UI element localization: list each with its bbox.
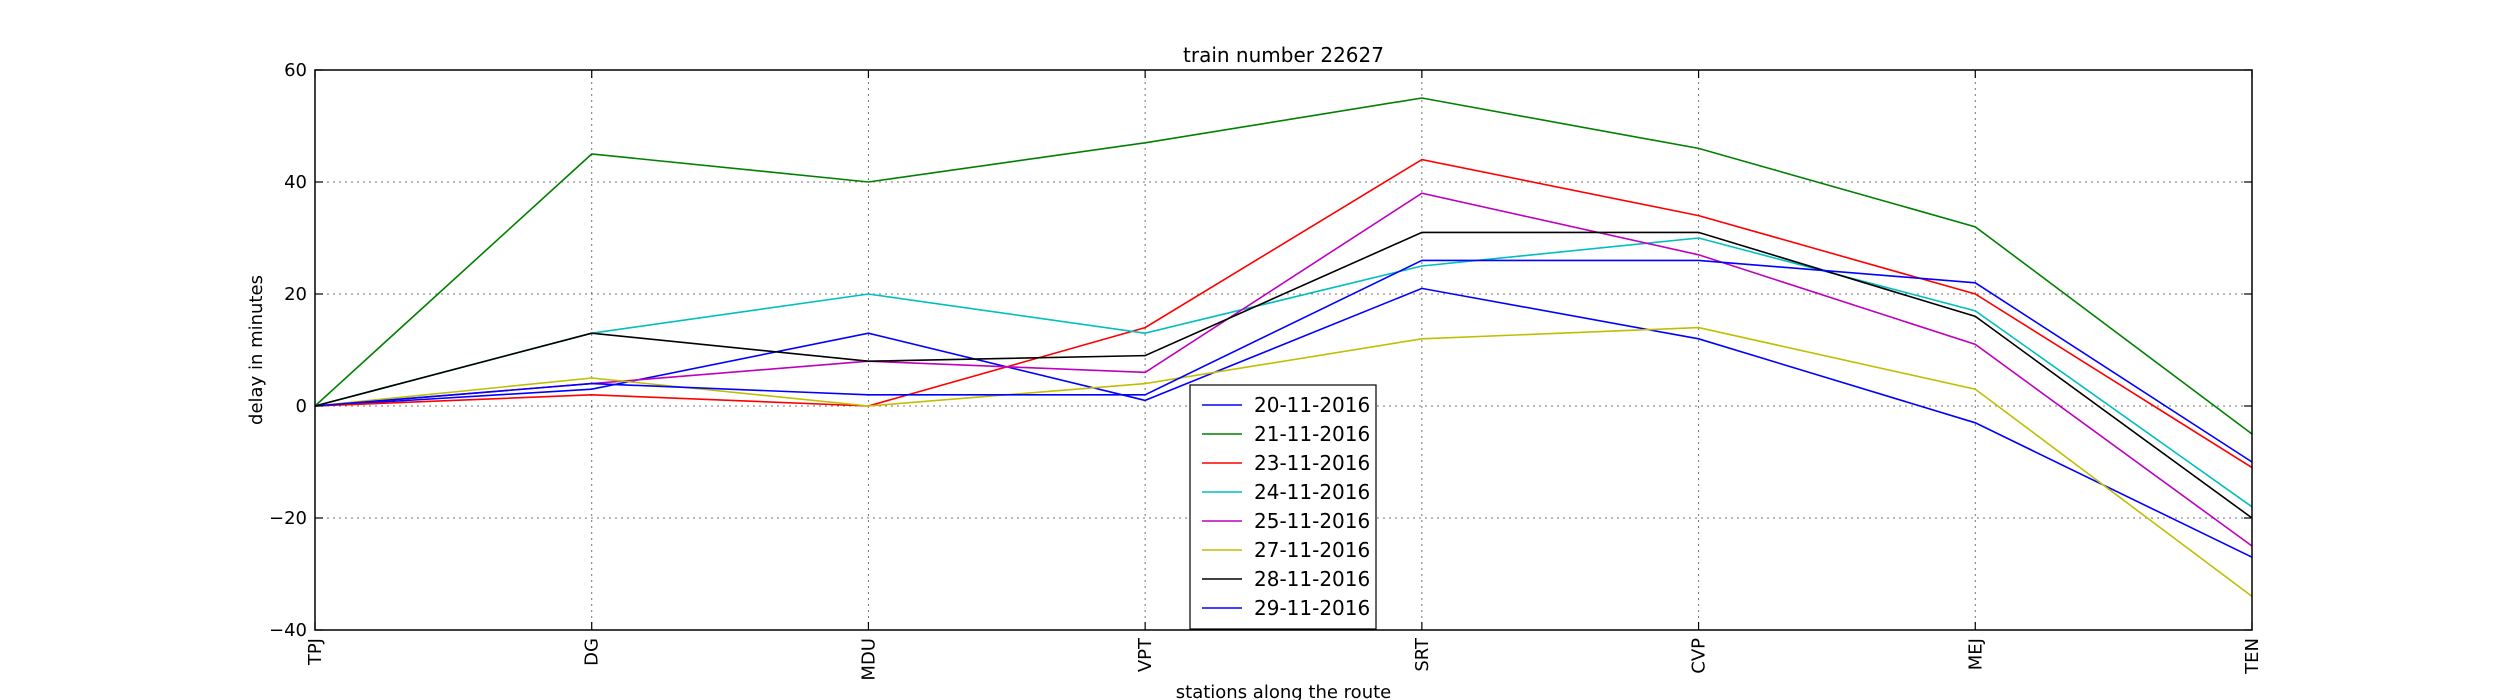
legend-label: 23-11-2016 [1254, 451, 1370, 475]
series-line-23-11-2016 [314, 158, 2253, 469]
legend-box [1189, 384, 1377, 630]
legend-label: 24-11-2016 [1254, 480, 1370, 504]
grid-lines [314, 70, 2253, 630]
legend-label: 20-11-2016 [1254, 393, 1370, 417]
legend-label: 29-11-2016 [1254, 596, 1370, 620]
x-tick-label: MEJ [1965, 638, 1986, 670]
y-tick-label: 0 [296, 396, 307, 417]
y-axis-title: delay in minutes [246, 275, 267, 425]
tick-labels: TPJ DG MDU VPT SRT CVP MEJ TEN −40 −20 0 20 40 60 [269, 60, 2263, 681]
y-tick-label: 40 [284, 172, 307, 193]
y-tick-label: −40 [269, 620, 307, 641]
legend-label: 21-11-2016 [1254, 422, 1370, 446]
series-line-25-11-2016 [314, 192, 2253, 547]
y-tick-label: −20 [269, 508, 307, 529]
legend: 20-11-2016 21-11-2016 23-11-2016 24-11-2016… [1189, 384, 1377, 630]
series-line-21-11-2016 [314, 97, 2253, 435]
y-tick-label: 60 [284, 60, 307, 81]
x-tick-label: TPJ [305, 638, 326, 666]
series-line-29-11-2016 [314, 259, 2253, 463]
chart-title: train number 22627 [1183, 43, 1384, 67]
y-tick-label: 20 [284, 284, 307, 305]
series-line-28-11-2016 [314, 231, 2253, 519]
plot-frame [314, 69, 2253, 631]
legend-label: 28-11-2016 [1254, 567, 1370, 591]
series-line-24-11-2016 [314, 237, 2253, 508]
x-axis-title: stations along the route [1176, 682, 1391, 700]
axis-ticks [314, 69, 2253, 631]
x-tick-label: VPT [1135, 637, 1156, 672]
x-tick-label: MDU [858, 638, 879, 681]
legend-label: 25-11-2016 [1254, 509, 1370, 533]
x-tick-label: DG [582, 638, 603, 666]
x-tick-label: SRT [1412, 637, 1433, 672]
x-tick-label: CVP [1689, 638, 1710, 674]
legend-label: 27-11-2016 [1254, 538, 1370, 562]
x-tick-label: TEN [2242, 638, 2263, 675]
series-line-27-11-2016 [314, 326, 2253, 598]
series-lines [314, 97, 2253, 598]
